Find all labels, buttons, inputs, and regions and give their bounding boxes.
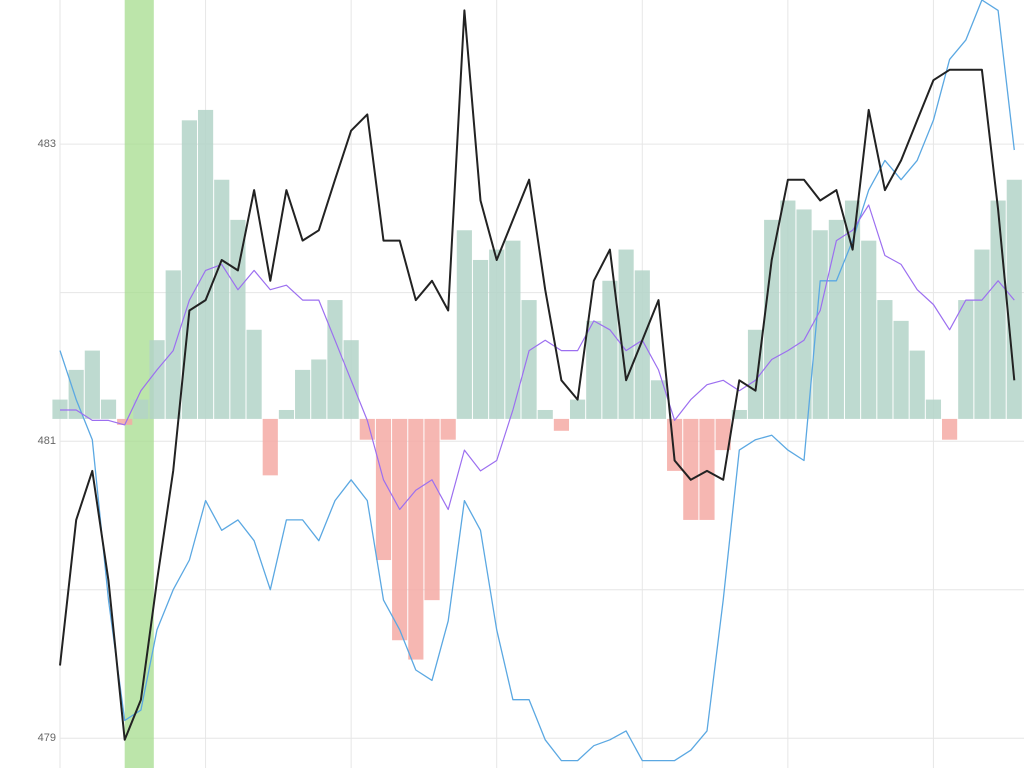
histogram-bar [667, 418, 683, 471]
histogram-bar [52, 399, 68, 419]
histogram-bar [715, 418, 731, 451]
histogram-bar [553, 418, 569, 431]
histogram-bar [505, 240, 521, 419]
y-tick-label: 483 [38, 138, 56, 150]
histogram-bar [521, 300, 537, 419]
histogram-bar [699, 418, 715, 520]
histogram-bar [683, 418, 699, 520]
highlight-band [124, 0, 154, 768]
histogram-bar [408, 418, 424, 660]
histogram-bar [974, 249, 990, 419]
histogram-bar [909, 350, 925, 419]
y-tick-label: 479 [38, 732, 56, 744]
histogram-bar [844, 200, 861, 419]
histogram-bar [828, 219, 844, 419]
histogram-bar [84, 350, 100, 419]
histogram-bar [311, 359, 327, 419]
histogram-bar [165, 270, 181, 419]
histogram-bar [586, 320, 602, 419]
histogram-bar [133, 399, 149, 419]
histogram-bar [812, 230, 828, 419]
histogram-bar [230, 219, 246, 419]
histogram-bar [117, 418, 133, 425]
histogram-bar [634, 270, 650, 419]
histogram-bar [893, 320, 909, 419]
histogram-bar [861, 240, 877, 419]
histogram-bar [650, 380, 667, 419]
histogram-bar [262, 418, 278, 476]
histogram-bar [472, 259, 489, 419]
histogram-bar [958, 300, 974, 419]
histogram-bar [246, 329, 262, 419]
series-line [59, 9, 1016, 741]
histogram-bar [489, 249, 505, 419]
histogram-bar [780, 200, 796, 419]
y-tick-label: 481 [38, 435, 56, 447]
histogram-bar [942, 418, 958, 440]
histogram-bar [295, 369, 311, 419]
histogram-bar [424, 418, 440, 601]
histogram-bar [149, 340, 165, 419]
histogram-bar [877, 300, 893, 419]
histogram-bar [990, 200, 1006, 419]
histogram-bar [68, 369, 84, 419]
histogram-bar [764, 219, 780, 419]
histogram-bar [214, 179, 230, 419]
histogram-bar [456, 230, 472, 419]
histogram-bar [796, 209, 812, 419]
histogram-bar [731, 409, 747, 419]
histogram-bar [100, 399, 117, 419]
histogram-bar [569, 399, 586, 419]
histogram-bar [278, 409, 295, 419]
histogram-bar [925, 399, 942, 419]
histogram-bar [440, 418, 456, 440]
histogram-bar [327, 300, 343, 419]
histogram-bar [602, 280, 618, 419]
histogram-bar [537, 409, 553, 419]
histogram-bar [392, 418, 408, 641]
histogram-bar [181, 120, 197, 419]
histogram-bar [375, 418, 392, 561]
histogram-bar [618, 249, 634, 419]
histogram-bar [197, 109, 214, 419]
